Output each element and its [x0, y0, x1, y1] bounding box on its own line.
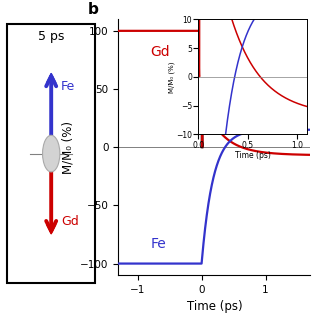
Ellipse shape: [43, 135, 60, 172]
Y-axis label: M/M₀ (%): M/M₀ (%): [168, 61, 175, 92]
X-axis label: Time (ps): Time (ps): [187, 300, 242, 314]
Text: Gd: Gd: [150, 45, 170, 60]
Text: Gd: Gd: [61, 215, 78, 228]
Text: 5 ps: 5 ps: [38, 30, 64, 43]
X-axis label: Time (ps): Time (ps): [235, 151, 271, 160]
Text: Fe: Fe: [150, 237, 166, 252]
Text: Fe: Fe: [61, 79, 75, 92]
Y-axis label: M/M₀ (%): M/M₀ (%): [62, 121, 75, 174]
Text: b: b: [88, 2, 99, 17]
